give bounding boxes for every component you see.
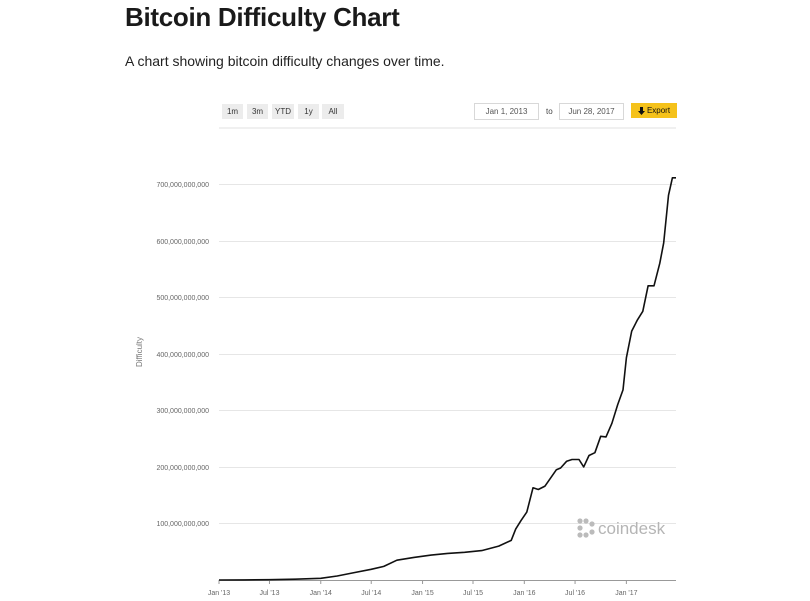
x-tick-label: Jan '16 [513,590,535,597]
x-tick-label: Jan '14 [310,590,332,597]
y-tick-label: 600,000,000,000 [156,239,209,246]
chart-gridlines [219,184,676,524]
x-axis-tick-labels: Jan '13 Jul '13 Jan '14 Jul '14 Jan '15 Jul '… [208,580,638,597]
range-ytd-button[interactable]: YTD [272,104,294,119]
x-tick-label: Jan '15 [411,590,433,597]
export-button[interactable]: Export [631,103,677,118]
range-3m-button[interactable]: 3m [247,104,268,119]
x-tick-label: Jul '16 [565,590,585,597]
date-range-to-label: to [546,107,553,116]
x-tick-label: Jan '13 [208,590,230,597]
difficulty-series-line [218,177,676,581]
x-tick-label: Jul '14 [361,590,381,597]
y-axis-tick-labels: 100,000,000,000 200,000,000,000 300,000,00… [156,182,209,528]
y-tick-label: 200,000,000,000 [156,465,209,472]
y-tick-label: 100,000,000,000 [156,521,209,528]
range-1m-button[interactable]: 1m [222,104,243,119]
y-axis-title: Difficulty [135,337,144,367]
coindesk-logo-icon [577,518,595,538]
y-tick-label: 300,000,000,000 [156,408,209,415]
page-subtitle: A chart showing bitcoin difficulty chang… [125,53,445,69]
range-1y-button[interactable]: 1y [298,104,319,119]
start-date-input[interactable] [474,103,539,120]
x-tick-label: Jul '15 [463,590,483,597]
x-tick-label: Jan '17 [615,590,637,597]
watermark-text: coindesk [598,519,666,538]
y-tick-label: 400,000,000,000 [156,352,209,359]
range-all-button[interactable]: All [322,104,344,119]
end-date-input[interactable] [559,103,624,120]
y-tick-label: 700,000,000,000 [156,182,209,189]
page-title: Bitcoin Difficulty Chart [125,2,400,32]
x-tick-label: Jul '13 [259,590,279,597]
export-button-label: Export [646,106,671,115]
coindesk-watermark: coindesk [577,518,666,538]
download-arrow-icon [637,106,645,115]
y-tick-label: 500,000,000,000 [156,295,209,302]
